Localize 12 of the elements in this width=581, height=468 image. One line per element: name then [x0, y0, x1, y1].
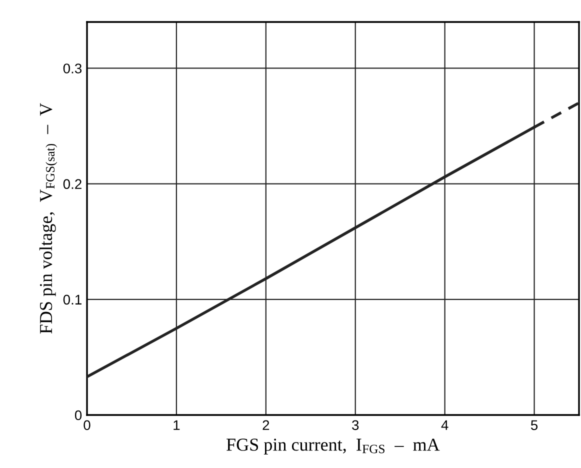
y-tick-label: 0.1: [63, 294, 82, 305]
y-tick-label: 0.3: [63, 64, 82, 74]
y-axis-title: FDS pin voltage, V$_{FGS(sat)}$ – V: [39, 103, 58, 334]
x-axis-title: FGS pin current, I$_{FGS}$ – mA: [226, 438, 440, 454]
x-tick-label: 4: [441, 420, 448, 430]
y-tick-label: 0: [74, 410, 82, 420]
x-tick-label: 1: [174, 420, 180, 430]
y-tick-label: 0.2: [63, 179, 82, 189]
x-tick-label: 5: [530, 420, 538, 430]
x-tick-label: 3: [352, 420, 359, 430]
x-tick-label: 0: [84, 420, 90, 430]
x-tick-label: 2: [262, 420, 270, 430]
